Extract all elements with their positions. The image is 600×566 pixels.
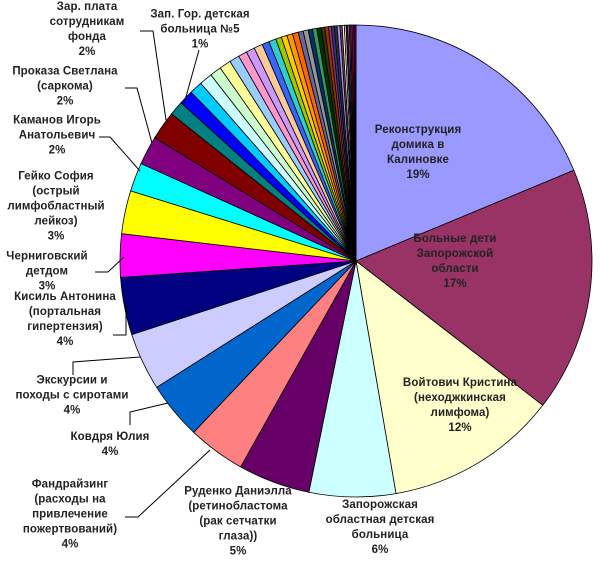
data-label: Каманов Игорь Анатольевич 2% [13, 114, 101, 159]
data-label: Зар. плата сотрудникам фонда 2% [50, 0, 125, 60]
data-label: Экскурсии и походы с сиротами 4% [15, 374, 128, 419]
leader-line-5 [95, 256, 125, 273]
slice-percent-label: 19% [406, 169, 430, 181]
slice-label-text: Фандрайзинг (расходы на привлечение поже… [22, 478, 118, 536]
data-label: Запорожская областная детская больница 6… [326, 498, 435, 558]
slice-label-text: Экскурсии и походы с сиротами [15, 374, 129, 402]
data-label: Руденко Даниэлла (ретинобластома (рак се… [184, 485, 292, 560]
slice-label-text: Больные дети Запорожской области [413, 233, 497, 275]
data-label: Гейко София (острый лимфобластный лейкоз… [7, 170, 104, 245]
pie-slice-small-36 [354, 24, 357, 262]
slice-label-text: Реконструкция домика в Калиновке [374, 124, 462, 166]
data-label: Кисиль Антонина (портальная гипертензия)… [14, 290, 116, 350]
slice-label-text: Проказа Светлана (саркома) [12, 65, 118, 93]
slice-percent-label: 4% [63, 404, 81, 417]
slice-label-text: Руденко Даниэлла (ретинобластома (рак се… [184, 485, 292, 543]
slice-label-text: Каманов Игорь Анатольевич [13, 114, 101, 142]
slice-percent-label: 2% [48, 144, 66, 157]
slice-percent-label: 2% [56, 95, 74, 108]
slice-label-text: Гейко София (острый лимфобластный лейкоз… [7, 170, 105, 228]
slice-label-text: Войтович Кристина (неходжкинская лимфома… [402, 377, 518, 419]
pie-slice-2 [355, 169, 593, 406]
leader-line-9 [125, 449, 211, 518]
data-label: Черниговский детдом 3% [6, 250, 87, 295]
data-label: Войтович Кристина (неходжкинская лимфома… [403, 376, 517, 436]
data-label: Зап. Гор. детская больница №5 1% [150, 8, 249, 53]
slice-percent-label: 17% [443, 278, 467, 290]
slice-percent-label: 3% [47, 230, 65, 243]
slice-percent-label: 12% [448, 422, 472, 434]
pie-slice-3 [355, 260, 544, 495]
leader-line-8 [129, 402, 169, 425]
slice-label-text: Кисиль Антонина (портальная гипертензия) [14, 291, 116, 333]
slice-percent-label: 2% [78, 46, 96, 58]
slice-percent-label: 4% [61, 538, 79, 551]
slice-label-text: Черниговский детдом [6, 250, 88, 278]
slice-label-text: Запорожская областная детская больница [325, 499, 435, 541]
data-label: Проказа Светлана (саркома) 2% [12, 65, 117, 110]
leader-line-6 [113, 303, 127, 336]
leader-line-3 [125, 87, 153, 144]
leader-line-4 [99, 136, 141, 172]
leader-line-1 [140, 30, 167, 121]
pie-slice-1 [355, 24, 575, 262]
slice-label-text: Зап. Гор. детская больница №5 [150, 8, 250, 36]
slice-percent-label: 6% [371, 544, 389, 556]
data-label: Фандрайзинг (расходы на привлечение поже… [23, 478, 117, 553]
slice-label-text: Ковдря Юлия [70, 431, 150, 443]
slice-label-text: Зар. плата сотрудникам фонда [49, 1, 125, 43]
slice-percent-label: 3% [38, 280, 56, 293]
slice-percent-label: 1% [191, 38, 209, 51]
slice-percent-label: 4% [56, 336, 74, 348]
slice-percent-label: 5% [229, 545, 247, 558]
leader-line-2 [183, 49, 200, 105]
slice-percent-label: 4% [101, 446, 119, 458]
data-label: Ковдря Юлия 4% [71, 430, 150, 460]
data-label: Реконструкция домика в Калиновке 19% [375, 123, 462, 183]
data-label: Больные дети Запорожской области 17% [413, 232, 496, 292]
leader-line-7 [72, 356, 141, 375]
